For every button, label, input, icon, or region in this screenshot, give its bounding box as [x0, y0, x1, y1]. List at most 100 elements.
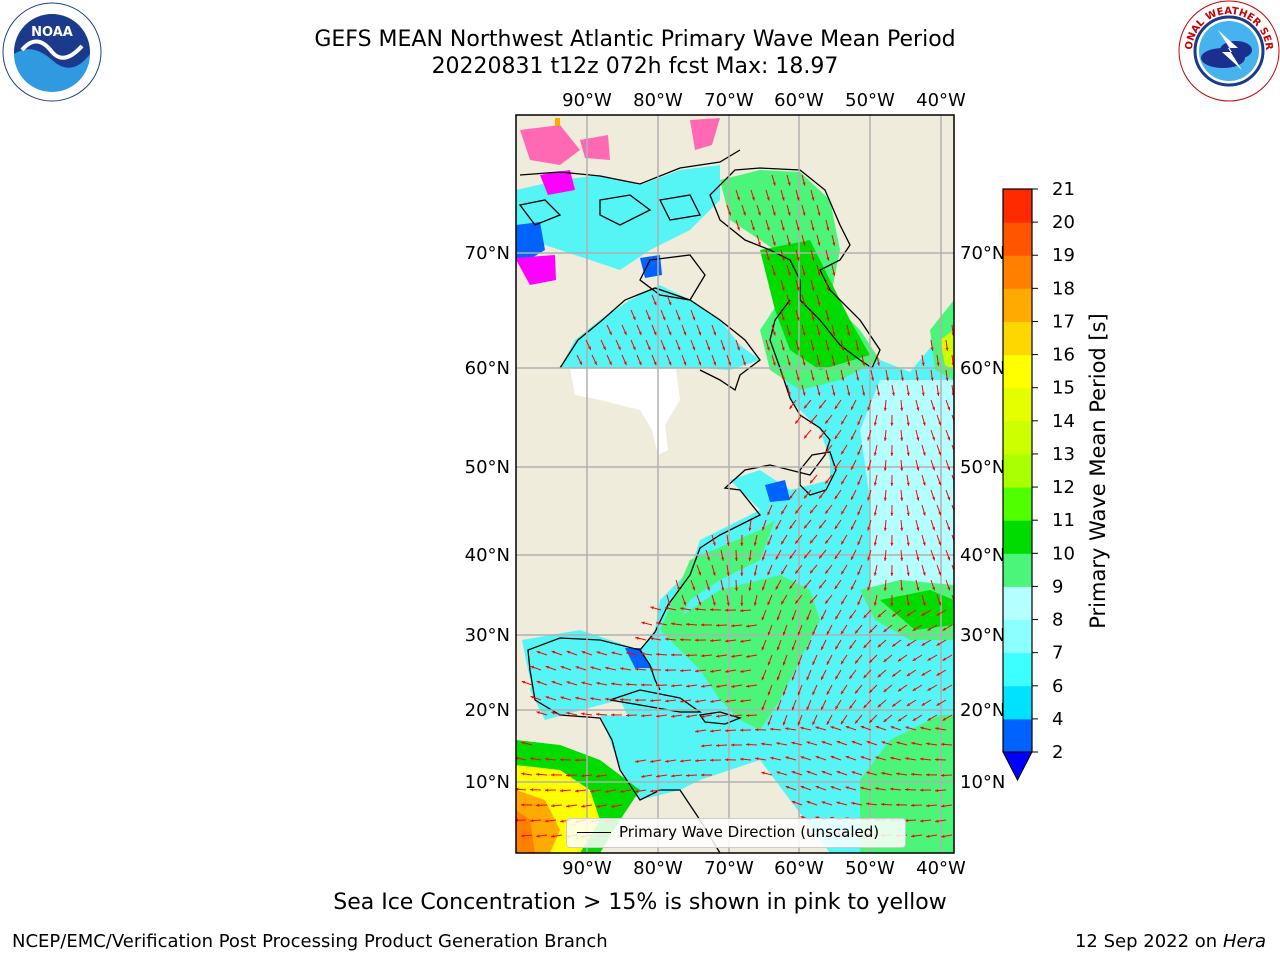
wave-arrow — [900, 459, 904, 471]
wave-arrow — [700, 773, 713, 777]
wave-arrow — [873, 564, 878, 576]
wave-arrow — [685, 653, 698, 657]
wave-arrow — [806, 669, 812, 681]
wave-arrow — [806, 639, 812, 651]
wave-arrow — [780, 369, 785, 381]
wave-arrow — [591, 354, 598, 366]
wave-arrow — [876, 354, 881, 366]
wave-arrow — [824, 534, 833, 544]
wave-arrow — [849, 699, 857, 710]
wave-arrow — [906, 474, 910, 486]
wave-arrow — [770, 756, 782, 761]
graticule — [516, 115, 954, 853]
wave-arrow — [945, 489, 951, 501]
wave-arrow — [825, 279, 830, 291]
wave-arrow — [545, 757, 557, 761]
wave-arrow — [840, 339, 845, 351]
wave-arrow — [731, 654, 743, 658]
wave-arrow — [726, 564, 730, 576]
longitude-label: 90°W — [562, 858, 612, 879]
wave-arrow — [812, 654, 818, 666]
wave-arrow — [665, 606, 677, 611]
wave-arrow — [906, 444, 910, 456]
wave-arrow — [846, 354, 851, 366]
wave-arrow — [906, 414, 910, 426]
colorbar-segment — [1003, 652, 1032, 687]
wave-arrow — [826, 624, 833, 635]
wave-arrow — [857, 444, 863, 456]
wave-arrow — [521, 834, 533, 838]
wave-arrow — [724, 758, 737, 762]
colorbar-segment — [1003, 321, 1032, 356]
wave-arrow — [816, 234, 821, 246]
sea-ice-note: Sea Ice Concentration > 15% is shown in … — [333, 890, 947, 915]
wave-arrow — [786, 264, 791, 276]
wave-arrow — [846, 324, 851, 336]
coastline-newfoundland — [799, 451, 837, 496]
wave-arrow — [927, 624, 938, 631]
wave-arrow — [936, 594, 942, 606]
wave-arrow — [821, 770, 833, 776]
wave-arrow — [795, 219, 800, 231]
wave-arrow — [753, 594, 758, 606]
wave-arrow — [655, 683, 668, 687]
wave-arrow — [782, 624, 788, 636]
wave-arrow — [724, 729, 737, 733]
wave-arrow — [520, 803, 533, 807]
wave-arrow — [750, 189, 755, 201]
wave-arrow — [824, 474, 833, 484]
wave-arrow — [812, 684, 818, 696]
wave-arrow — [761, 699, 767, 711]
wave-arrow — [559, 789, 572, 793]
wave-arrow — [873, 534, 878, 546]
wave-arrow — [679, 638, 692, 642]
wave-arrow — [854, 684, 863, 694]
wave-arrow — [890, 534, 894, 547]
longitude-label: 60°W — [774, 90, 824, 111]
wave-arrow — [725, 639, 737, 643]
wave-arrow — [821, 741, 833, 746]
wave-arrow — [761, 519, 767, 531]
map-area — [516, 115, 954, 853]
wave-arrow — [850, 519, 857, 531]
wave-arrow — [575, 696, 587, 701]
wave-arrow — [656, 714, 668, 718]
wave-arrow — [611, 682, 623, 686]
wave-arrow — [590, 666, 602, 671]
coastline-cuba — [609, 689, 703, 713]
wave-arrow — [705, 549, 710, 561]
wave-arrow — [900, 579, 904, 591]
wave-arrow — [545, 696, 557, 701]
wave-arrow — [867, 519, 872, 531]
wave-arrow — [529, 788, 542, 792]
wave-arrow — [836, 770, 848, 776]
wave-arrow — [850, 399, 857, 411]
wave-arrow — [680, 607, 692, 611]
wave-arrow — [867, 459, 872, 471]
wave-arrow — [834, 609, 842, 620]
latitude-label: 70°N — [465, 243, 510, 264]
wave-arrow — [649, 699, 662, 703]
wave-arrow — [810, 219, 815, 231]
wave-arrow — [651, 354, 657, 366]
wave-arrow — [840, 624, 848, 635]
wave-arrow — [716, 714, 728, 718]
wave-arrow — [921, 504, 926, 516]
wave-arrow — [641, 774, 653, 778]
latitude-label: 60°N — [960, 358, 1005, 379]
wave-arrow — [536, 834, 548, 838]
wave-arrow — [782, 684, 788, 696]
wave-arrow — [681, 324, 687, 336]
wave-arrow — [890, 756, 902, 761]
wave-arrow — [780, 189, 785, 201]
wave-arrow — [840, 444, 848, 455]
wave-arrow — [921, 474, 926, 486]
wave-arrow — [840, 534, 848, 545]
wave-arrow — [831, 264, 836, 276]
wave-arrow — [873, 414, 878, 426]
wave-arrow — [701, 714, 713, 718]
wave-arrow — [740, 594, 744, 607]
wave-arrow — [830, 726, 842, 731]
latitude-label: 30°N — [960, 625, 1005, 646]
wave-arrow — [906, 594, 910, 606]
